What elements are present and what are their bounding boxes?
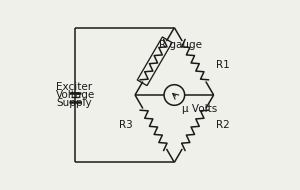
Text: Supply: Supply [56, 98, 92, 108]
Text: μ Volts: μ Volts [182, 104, 217, 114]
Text: Voltage: Voltage [56, 90, 96, 100]
Text: Exciter: Exciter [56, 82, 92, 92]
Text: R2: R2 [215, 120, 229, 130]
Circle shape [164, 85, 184, 105]
Text: R gauge: R gauge [159, 40, 202, 50]
Text: R1: R1 [215, 60, 229, 70]
Text: R3: R3 [119, 120, 133, 130]
